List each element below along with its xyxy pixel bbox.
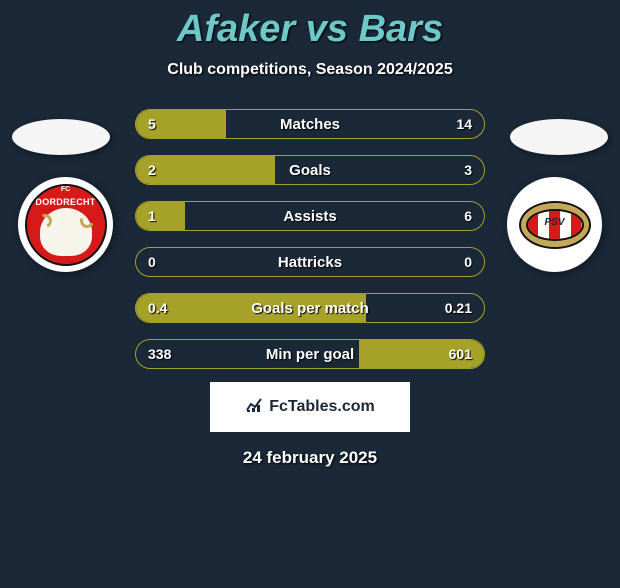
stat-row: 16Assists — [135, 201, 485, 231]
dordrecht-fc-text: FC — [61, 186, 70, 193]
stat-row: 0.40.21Goals per match — [135, 293, 485, 323]
stat-row: 23Goals — [135, 155, 485, 185]
branding-box: FcTables.com — [210, 382, 410, 432]
content-area: FC DORDRECHT PSV 514Matches 23Goals 16Assi… — [0, 109, 620, 369]
stat-row: 514Matches — [135, 109, 485, 139]
page-title: Afaker vs Bars — [0, 8, 620, 51]
dordrecht-name-text: DORDRECHT — [35, 197, 95, 207]
subtitle: Club competitions, Season 2024/2025 — [0, 61, 620, 79]
dordrecht-logo: FC DORDRECHT — [25, 184, 107, 266]
stat-label: Hattricks — [136, 254, 484, 271]
branding-label: FcTables.com — [269, 398, 375, 416]
stat-label: Goals per match — [136, 300, 484, 317]
chart-icon — [245, 396, 263, 419]
stat-label: Goals — [136, 162, 484, 179]
decor-ellipse-right — [510, 119, 608, 155]
stat-row: 338601Min per goal — [135, 339, 485, 369]
team-logo-right: PSV — [507, 177, 602, 272]
stat-label: Min per goal — [136, 346, 484, 363]
stat-label: Matches — [136, 116, 484, 133]
stat-row: 00Hattricks — [135, 247, 485, 277]
sheep-icon — [40, 208, 92, 256]
psv-name-text: PSV — [528, 217, 582, 228]
stat-label: Assists — [136, 208, 484, 225]
stats-table: 514Matches 23Goals 16Assists 00Hattricks 0.4… — [135, 109, 485, 369]
team-logo-left: FC DORDRECHT — [18, 177, 113, 272]
psv-flag-icon: PSV — [526, 209, 584, 241]
date-label: 24 february 2025 — [0, 448, 620, 468]
decor-ellipse-left — [12, 119, 110, 155]
psv-logo: PSV — [519, 201, 591, 249]
